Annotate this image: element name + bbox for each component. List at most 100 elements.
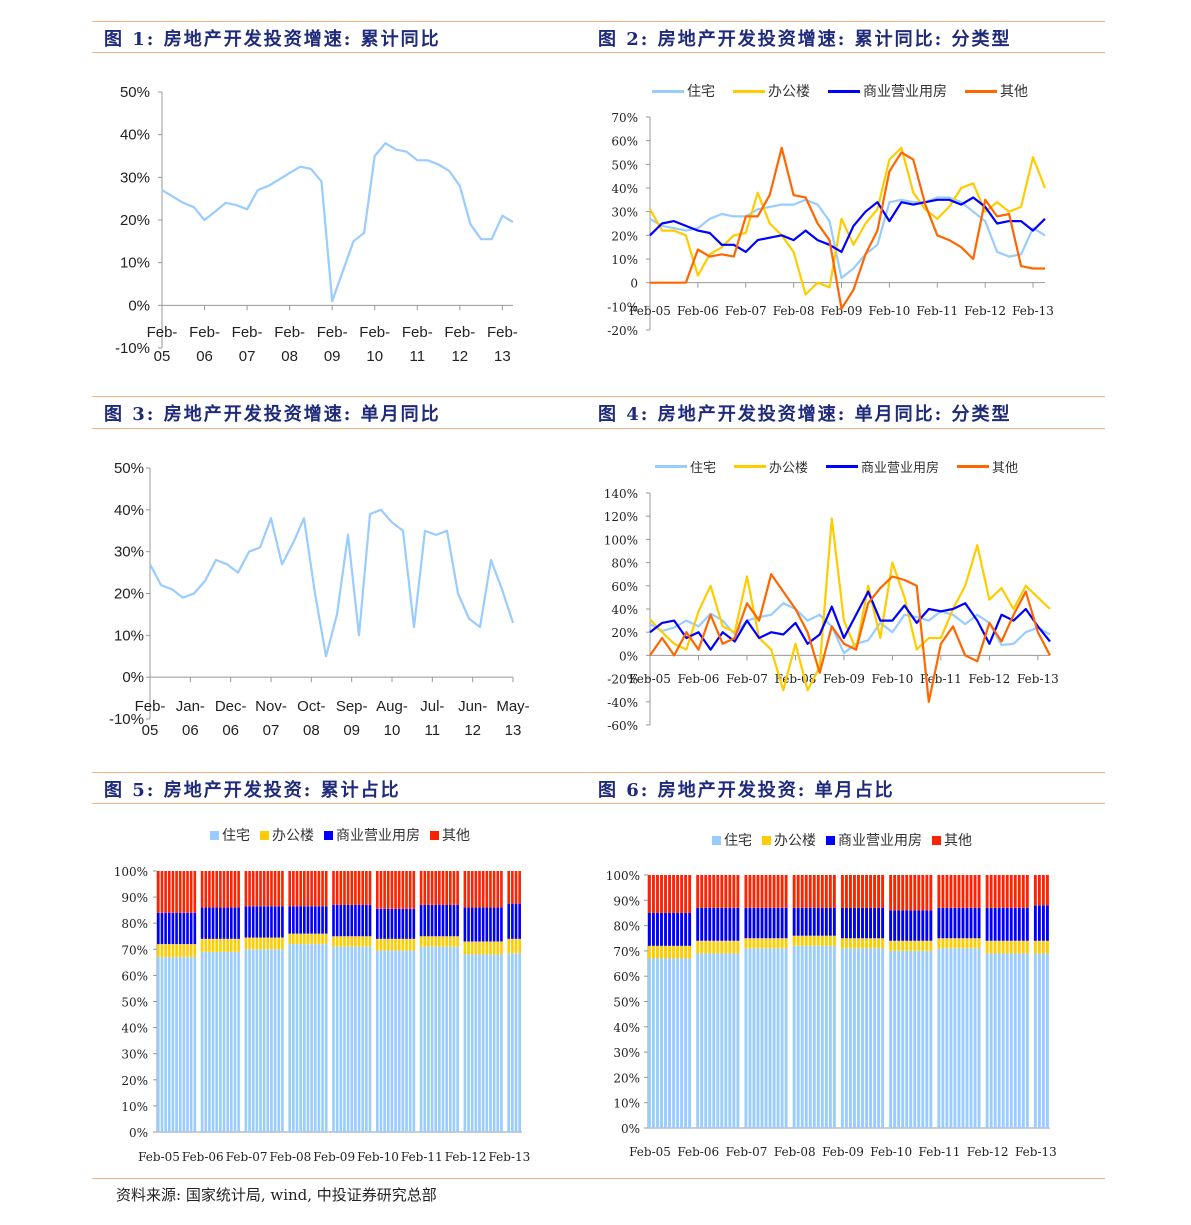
bar-segment-其他 [219,871,222,908]
bar-segment-住宅 [664,958,667,1128]
x-tick-label: Feb-06 [678,672,720,686]
bar-segment-住宅 [1045,953,1049,1128]
bar-segment-住宅 [281,949,284,1132]
x-tick-label: Feb-05 [629,304,671,318]
bar-segment-商业营业用房 [889,910,893,941]
bar-segment-办公楼 [905,940,909,951]
bar-segment-其他 [828,875,832,908]
series-line-商业营业用房 [649,590,1051,651]
y-tick-label: 30% [114,544,144,561]
bar-segment-住宅 [354,946,357,1132]
bar-segment-其他 [200,871,204,908]
bar-segment-商业营业用房 [824,907,828,936]
bar-segment-住宅 [193,957,197,1132]
bar-segment-办公楼 [1005,940,1009,954]
bar-segment-住宅 [343,946,346,1132]
x-tick-label-line: Feb- [402,324,433,341]
bar-segment-办公楼 [233,938,237,952]
bar-segment-住宅 [368,946,372,1132]
bar-segment-其他 [1013,875,1017,908]
bar-segment-商业营业用房 [354,904,357,937]
bar-segment-住宅 [383,950,386,1132]
bar-segment-住宅 [800,945,804,1128]
bar-segment-商业营业用房 [776,907,780,939]
bar-segment-其他 [339,871,343,905]
bar-segment-其他 [463,871,467,908]
divider [92,396,1105,397]
bar-segment-其他 [700,875,704,908]
bar-segment-住宅 [869,948,872,1128]
bar-segment-其他 [760,875,764,908]
bar-segment-其他 [332,871,335,905]
bar-segment-商业营业用房 [379,908,383,939]
y-tick-label: 40% [120,127,150,144]
bar-segment-其他 [897,875,901,911]
bar-segment-商业营业用房 [200,907,204,939]
bar-segment-商业营业用房 [993,907,997,941]
x-tick-label: Feb-10 [872,672,914,686]
bar-segment-其他 [704,875,708,908]
bar-segment-其他 [1001,875,1005,908]
bar-segment-其他 [724,875,728,908]
bar-segment-商业营业用房 [732,907,736,941]
bar-segment-住宅 [1009,953,1013,1128]
bar-segment-住宅 [186,957,189,1132]
bar-segment-商业营业用房 [921,910,925,941]
x-tick-label-line: Feb- [487,324,518,341]
bar-segment-住宅 [861,948,864,1128]
bar-segment-住宅 [796,945,800,1128]
bar-segment-办公楼 [292,933,295,945]
bar-segment-其他 [303,871,306,907]
x-tick-label: Feb-06 [677,1145,719,1159]
bar-segment-商业营业用房 [1037,905,1041,941]
divider [92,428,1105,429]
bar-segment-其他 [676,875,680,913]
bar-segment-办公楼 [921,940,925,951]
bar-segment-其他 [514,871,518,904]
bar-segment-商业营业用房 [925,910,929,941]
bar-segment-商业营业用房 [324,906,328,934]
bar-segment-办公楼 [865,938,868,949]
bar-segment-商业营业用房 [467,907,470,942]
bar-segment-商业营业用房 [1005,907,1009,941]
bar-segment-其他 [993,875,997,908]
bar-segment-办公楼 [873,938,877,949]
bar-segment-住宅 [865,948,868,1128]
bar-segment-办公楼 [652,945,655,959]
bar-segment-住宅 [756,948,760,1128]
y-tick-label: 10% [611,253,638,267]
bar-segment-办公楼 [248,937,251,950]
bar-segment-商业营业用房 [905,910,909,941]
bar-segment-其他 [905,875,909,911]
bar-segment-商业营业用房 [985,907,989,941]
x-tick-label-line: Feb- [232,324,263,341]
bar-segment-办公楼 [157,944,160,958]
bar-segment-办公楼 [394,938,397,951]
bar-segment-商业营业用房 [997,907,1001,941]
bar-segment-办公楼 [945,938,949,949]
y-tick-label: -40% [607,696,638,710]
bar-segment-办公楼 [222,938,226,952]
chart-2: -20% -10% 0 10% 20% 30% 40% 50% 60% 70% Feb-05 Feb-… [607,111,1054,338]
y-tick-label: -10% [109,711,144,728]
bar-segment-商业营业用房 [808,907,812,936]
bar-segment-住宅 [913,950,917,1128]
bar-segment-商业营业用房 [953,907,957,939]
bar-segment-商业营业用房 [383,908,386,939]
bar-segment-办公楼 [361,936,365,947]
bar-segment-其他 [1041,875,1045,906]
bar-segment-住宅 [808,945,812,1128]
x-tick-label-line: 06 [196,348,213,365]
bar-segment-住宅 [438,946,441,1132]
bar-segment-其他 [941,875,945,908]
bar-segment-住宅 [332,946,335,1132]
bar-segment-商业营业用房 [676,912,680,946]
divider [92,803,1105,804]
bar-segment-商业营业用房 [160,912,164,945]
bar-segment-住宅 [1025,953,1029,1128]
y-tick-label: 80% [121,917,148,931]
bar-segment-其他 [1005,875,1009,908]
bar-segment-商业营业用房 [332,904,335,937]
bar-segment-住宅 [648,958,651,1128]
bar-segment-办公楼 [408,938,412,951]
